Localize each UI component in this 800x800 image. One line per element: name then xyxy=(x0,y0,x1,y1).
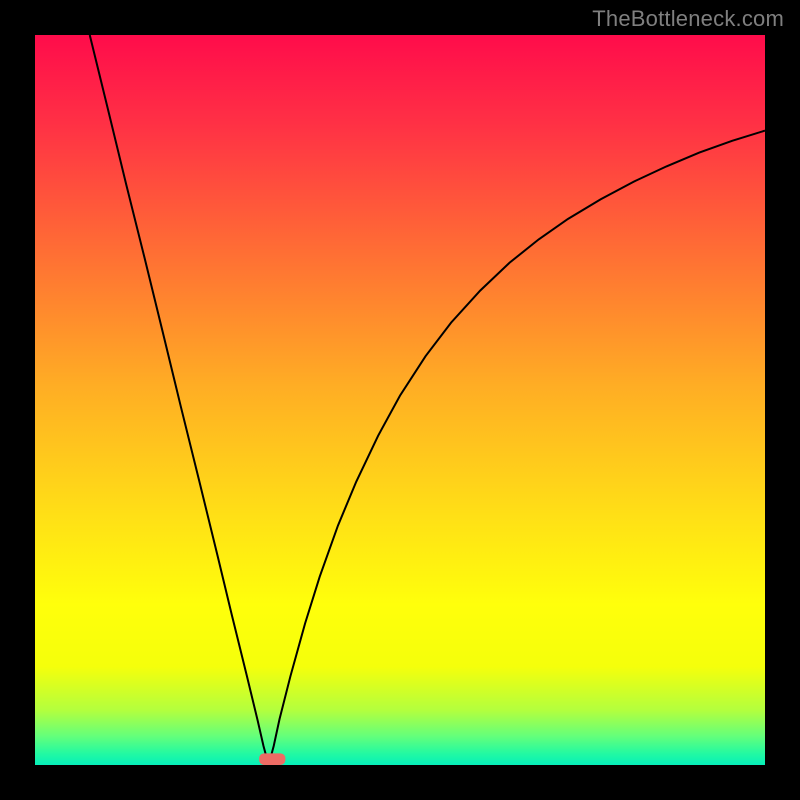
optimal-marker xyxy=(259,753,285,765)
watermark-text: TheBottleneck.com xyxy=(592,6,784,32)
bottleneck-chart xyxy=(35,35,765,765)
chart-background xyxy=(35,35,765,765)
chart-svg xyxy=(35,35,765,765)
